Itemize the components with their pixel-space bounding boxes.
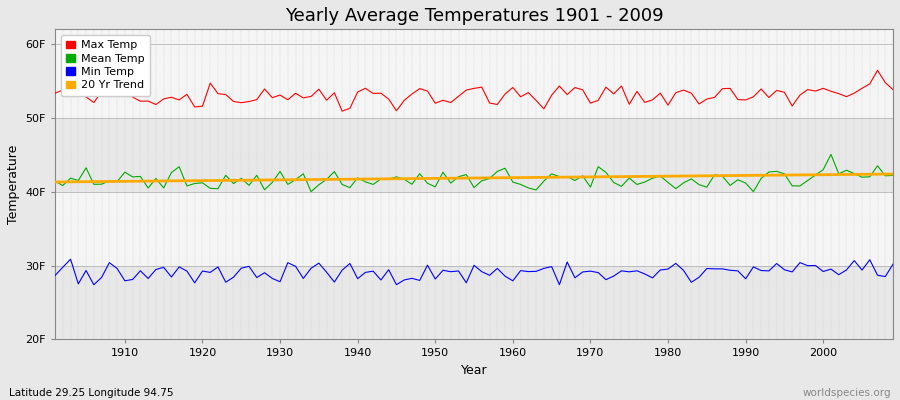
Bar: [55, 192, 893, 266]
Title: Yearly Average Temperatures 1901 - 2009: Yearly Average Temperatures 1901 - 2009: [284, 7, 663, 25]
Text: Latitude 29.25 Longitude 94.75: Latitude 29.25 Longitude 94.75: [9, 388, 174, 398]
Bar: [55, 118, 893, 192]
X-axis label: Year: Year: [461, 364, 488, 377]
Bar: [55, 44, 893, 118]
Bar: [55, 266, 893, 340]
Legend: Max Temp, Mean Temp, Min Temp, 20 Yr Trend: Max Temp, Mean Temp, Min Temp, 20 Yr Tre…: [60, 35, 149, 96]
Y-axis label: Temperature: Temperature: [7, 145, 20, 224]
Text: worldspecies.org: worldspecies.org: [803, 388, 891, 398]
